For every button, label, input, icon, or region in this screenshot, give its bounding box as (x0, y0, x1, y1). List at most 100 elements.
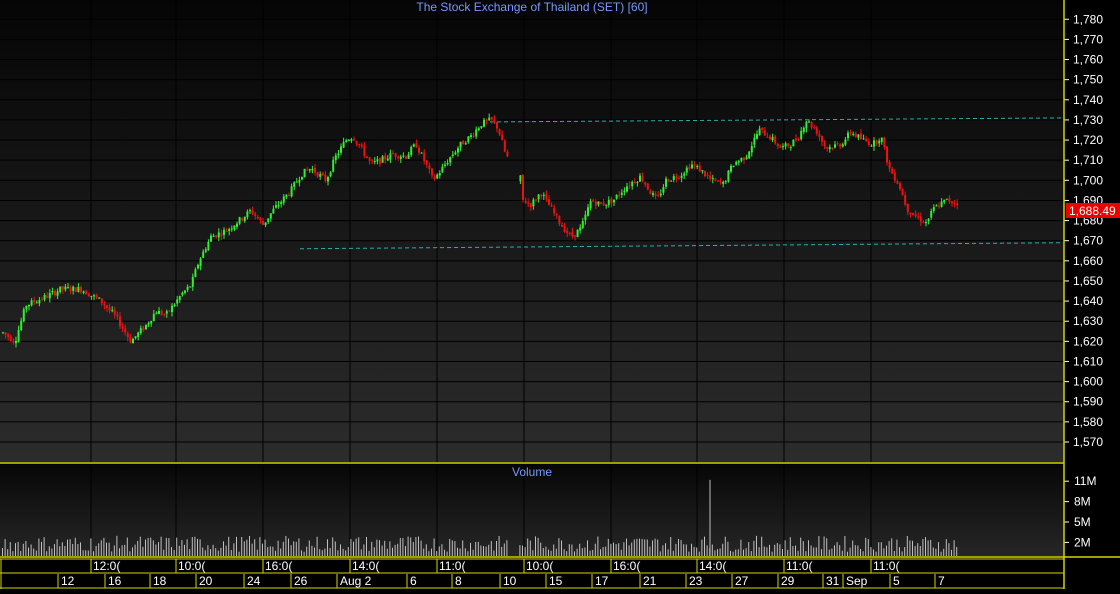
time-axis-upper-label: 10:0( (526, 559, 553, 573)
price-tick-label: 1,620 (1073, 334, 1103, 348)
time-axis-lower-label: Sep (846, 574, 868, 588)
candle-body (311, 168, 314, 171)
candle-body (210, 235, 212, 242)
candle-body (753, 137, 756, 145)
candle-body (267, 218, 270, 222)
candle-body (953, 203, 956, 205)
candle-body (152, 313, 155, 322)
candle-body (857, 134, 860, 138)
candle-body (165, 311, 168, 314)
candle-body (490, 117, 493, 120)
candle-body (324, 174, 327, 182)
candle-body (178, 296, 181, 300)
candle-body (230, 228, 233, 230)
candle-body (137, 332, 140, 338)
volume-bars (2, 479, 958, 556)
candle-body (540, 194, 543, 196)
candle-body (420, 152, 423, 154)
candle-body (893, 172, 896, 181)
candle-body (410, 147, 413, 156)
candle-body (836, 143, 839, 145)
candle-body (657, 195, 660, 197)
candle-body (381, 156, 384, 163)
candle-body (288, 194, 290, 196)
candle-body (745, 157, 748, 159)
candle-body (917, 216, 920, 218)
candle-body (459, 141, 462, 148)
price-tick-label: 1,570 (1073, 435, 1103, 449)
candle-body (168, 310, 171, 312)
candle-body (665, 178, 667, 187)
price-tick-label: 1,590 (1073, 395, 1103, 409)
time-axis-lower-label: 16 (108, 574, 122, 588)
candle-body (826, 147, 829, 149)
time-axis-lower-label: 8 (455, 574, 462, 588)
candle-body (925, 222, 927, 224)
candle-body (238, 217, 241, 224)
candle-body (628, 185, 631, 187)
candle-body (462, 140, 465, 145)
candle-body (298, 179, 301, 183)
candle-body (587, 207, 589, 216)
candle-body (77, 286, 80, 292)
candle-body (714, 178, 717, 181)
candle-body (683, 173, 686, 176)
candle-body (548, 199, 550, 206)
candle-body (207, 241, 210, 250)
candle-body (576, 229, 579, 238)
candle-body (25, 306, 28, 310)
candle-body (912, 212, 914, 215)
time-axis-upper-label: 10:0( (178, 559, 205, 573)
candle-body (930, 211, 933, 218)
candle-body (784, 143, 787, 147)
candle-body (376, 159, 379, 162)
candle-body (501, 134, 504, 141)
candle-body (262, 221, 264, 225)
candle-body (922, 221, 925, 223)
candle-body (805, 121, 808, 129)
candle-body (259, 217, 262, 221)
candle-body (457, 148, 459, 153)
price-panel-background (0, 0, 1064, 462)
price-tick-label: 1,670 (1073, 234, 1103, 248)
candle-body (51, 291, 54, 293)
candle-body (828, 146, 831, 150)
candle-body (269, 213, 272, 219)
candle-body (121, 326, 124, 329)
candle-body (779, 145, 782, 148)
candle-body (797, 139, 800, 141)
candle-body (891, 168, 894, 174)
time-axis-upper-label: 11:0( (439, 559, 465, 573)
candle-body (116, 314, 119, 317)
candle-body (233, 225, 236, 230)
candle-body (158, 310, 160, 314)
time-axis-lower-label: 12 (61, 574, 75, 588)
candle-body (852, 133, 855, 135)
price-tick-label: 1,610 (1073, 354, 1103, 368)
candle-body (644, 182, 647, 185)
time-axis-lower-label: 10 (503, 574, 517, 588)
candle-body (428, 165, 431, 170)
candle-body (2, 332, 4, 334)
candle-body (189, 286, 192, 288)
candle-body (750, 145, 753, 153)
candle-body (306, 169, 309, 171)
candle-body (106, 305, 108, 309)
candle-body (662, 187, 665, 193)
time-axis-lower-label: Aug 2 (340, 574, 372, 588)
candle-body (480, 126, 483, 128)
candle-body (711, 178, 714, 180)
price-tick-label: 1,750 (1073, 73, 1103, 87)
candle-body (272, 208, 275, 214)
candle-body (43, 295, 46, 300)
candle-body (615, 194, 618, 199)
candle-body (496, 122, 498, 129)
candle-body (129, 336, 132, 343)
candle-body (914, 213, 917, 217)
candle-body (12, 340, 15, 343)
candle-body (834, 144, 836, 148)
candle-body (399, 156, 402, 160)
candle-body (176, 299, 179, 304)
candle-body (386, 158, 389, 161)
candle-body (392, 153, 394, 155)
